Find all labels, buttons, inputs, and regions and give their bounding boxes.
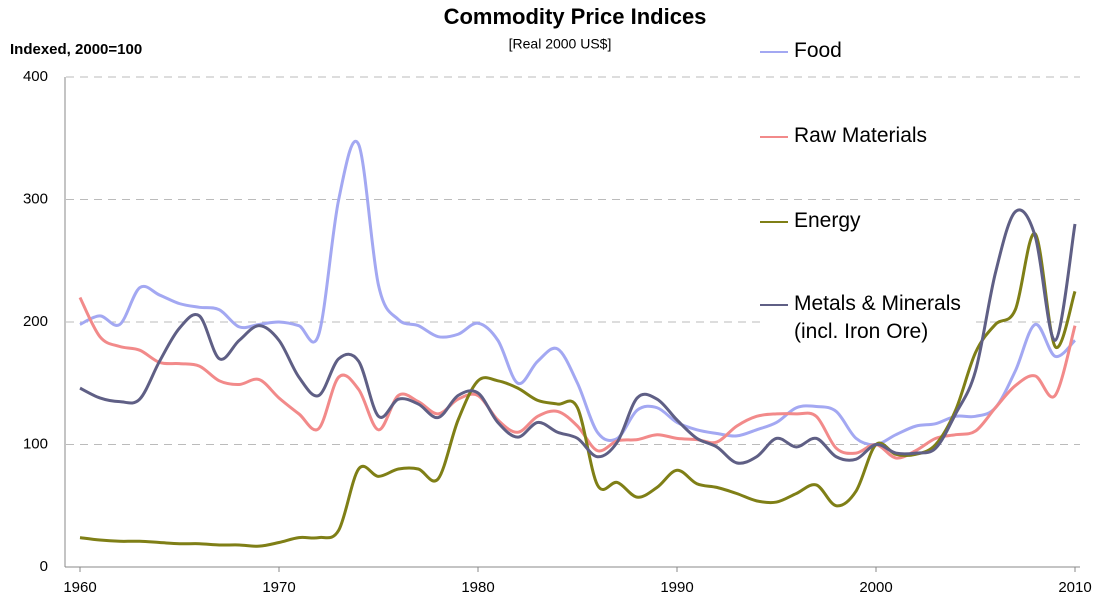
x-tick-label: 1990 — [660, 579, 693, 596]
x-tick-label: 1960 — [63, 579, 96, 596]
series-line — [79, 232, 1077, 548]
series-line — [79, 140, 1077, 447]
series-line — [79, 208, 1077, 465]
legend-label: Energy — [794, 209, 861, 232]
legend-item: Metals & Minerals (incl. Iron Ore) — [760, 288, 970, 348]
y-tick-label: 0 — [40, 558, 48, 575]
y-tick-label: 200 — [23, 313, 48, 330]
y-axis-label: Indexed, 2000=100 — [10, 41, 142, 58]
y-tick-label: 300 — [23, 190, 48, 207]
y-tick-label: 400 — [23, 68, 48, 85]
legend-swatch — [760, 136, 788, 138]
legend-label: Food — [794, 39, 842, 62]
legend-item: Raw Materials — [760, 120, 970, 152]
chart-subtitle: [Real 2000 US$] — [509, 36, 612, 52]
x-tick-label: 2000 — [859, 579, 892, 596]
legend-label: Raw Materials — [794, 124, 928, 147]
y-tick-label: 100 — [23, 435, 48, 452]
x-tick-label: 1980 — [461, 579, 494, 596]
legend-swatch — [760, 221, 788, 223]
legend-item: Food — [760, 35, 970, 67]
x-tick-label: 1970 — [262, 579, 295, 596]
legend-item: Energy — [760, 205, 970, 237]
legend-swatch — [760, 304, 788, 306]
legend-label: Metals & Minerals (incl. Iron Ore) — [794, 292, 961, 343]
legend-swatch — [760, 51, 788, 53]
chart-title: Commodity Price Indices — [444, 4, 707, 29]
x-tick-label: 2010 — [1058, 579, 1091, 596]
